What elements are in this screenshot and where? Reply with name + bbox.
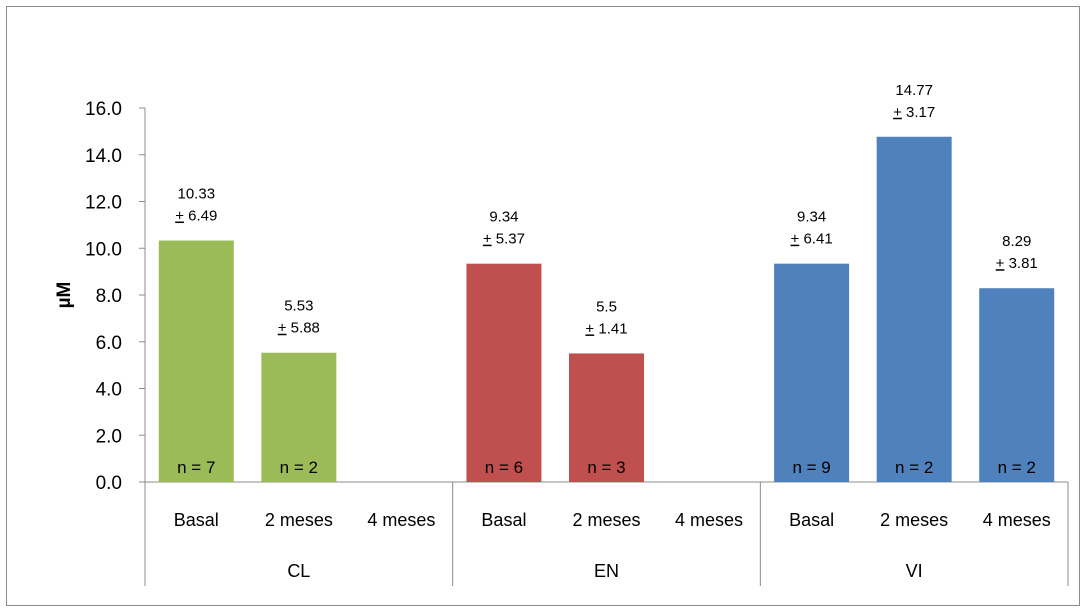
error-value: 3.81	[1004, 255, 1037, 272]
category-label: 2 meses	[265, 510, 333, 530]
bar	[979, 288, 1055, 482]
y-tick-label: 4.0	[96, 380, 122, 401]
error-value: 6.49	[184, 208, 217, 225]
plus-minus-sign: +	[278, 320, 287, 337]
bar-error-label: + 1.41	[585, 320, 627, 337]
plus-minus-sign: +	[893, 104, 902, 121]
category-label: Basal	[481, 510, 526, 530]
category-label: 2 meses	[572, 510, 640, 530]
error-value: 5.37	[492, 231, 525, 248]
y-tick-label: 12.0	[85, 193, 122, 214]
error-value: 5.88	[287, 320, 320, 337]
bar	[261, 352, 337, 482]
y-tick-label: 6.0	[96, 333, 122, 354]
y-tick-label: 0.0	[96, 473, 122, 494]
error-value: 3.17	[902, 104, 935, 121]
bar-error-label: + 6.49	[175, 208, 217, 225]
group-label: CL	[287, 561, 310, 581]
group-label: EN	[594, 561, 619, 581]
plus-minus-sign: +	[175, 208, 184, 225]
plus-minus-sign: +	[585, 320, 594, 337]
error-value: 1.41	[594, 320, 627, 337]
category-label: 4 meses	[983, 510, 1051, 530]
bar-error-label: + 6.41	[791, 231, 833, 248]
category-label: Basal	[174, 510, 219, 530]
bar	[876, 136, 952, 482]
bar-value-label: 5.5	[596, 298, 617, 315]
bar-n-label: n = 7	[177, 458, 215, 477]
bar-n-label: n = 2	[895, 458, 933, 477]
bar-n-label: n = 3	[587, 458, 625, 477]
bar-error-label: + 5.37	[483, 231, 525, 248]
group-label: VI	[906, 561, 923, 581]
bar-error-label: + 5.88	[278, 320, 320, 337]
category-label: 4 meses	[675, 510, 743, 530]
bar-n-label: n = 2	[998, 458, 1036, 477]
bar-error-label: + 3.81	[996, 255, 1038, 272]
error-value: 6.41	[799, 231, 832, 248]
bar	[158, 240, 234, 482]
bar-value-label: 8.29	[1002, 233, 1031, 250]
y-tick-label: 16.0	[85, 99, 122, 120]
y-tick-label: 10.0	[85, 239, 122, 260]
category-label: 2 meses	[880, 510, 948, 530]
y-tick-label: 8.0	[96, 286, 122, 307]
plus-minus-sign: +	[791, 231, 800, 248]
bar-n-label: n = 9	[792, 458, 830, 477]
plus-minus-sign: +	[996, 255, 1005, 272]
bar	[774, 263, 850, 482]
y-tick-label: 14.0	[85, 146, 122, 167]
bar-error-label: + 3.17	[893, 104, 935, 121]
bar-n-label: n = 6	[485, 458, 523, 477]
bar	[569, 353, 644, 482]
bar-value-label: 5.53	[284, 298, 313, 315]
category-label: Basal	[789, 510, 834, 530]
plus-minus-sign: +	[483, 231, 492, 248]
bar-value-label: 9.34	[489, 209, 518, 226]
y-axis-title: µM	[54, 282, 75, 309]
bar	[466, 263, 542, 482]
bar-value-label: 9.34	[797, 209, 826, 226]
bar-value-label: 14.77	[895, 82, 933, 99]
category-label: 4 meses	[367, 510, 435, 530]
y-tick-label: 2.0	[96, 426, 122, 447]
bar-value-label: 10.33	[178, 186, 216, 203]
bar-n-label: n = 2	[280, 458, 318, 477]
